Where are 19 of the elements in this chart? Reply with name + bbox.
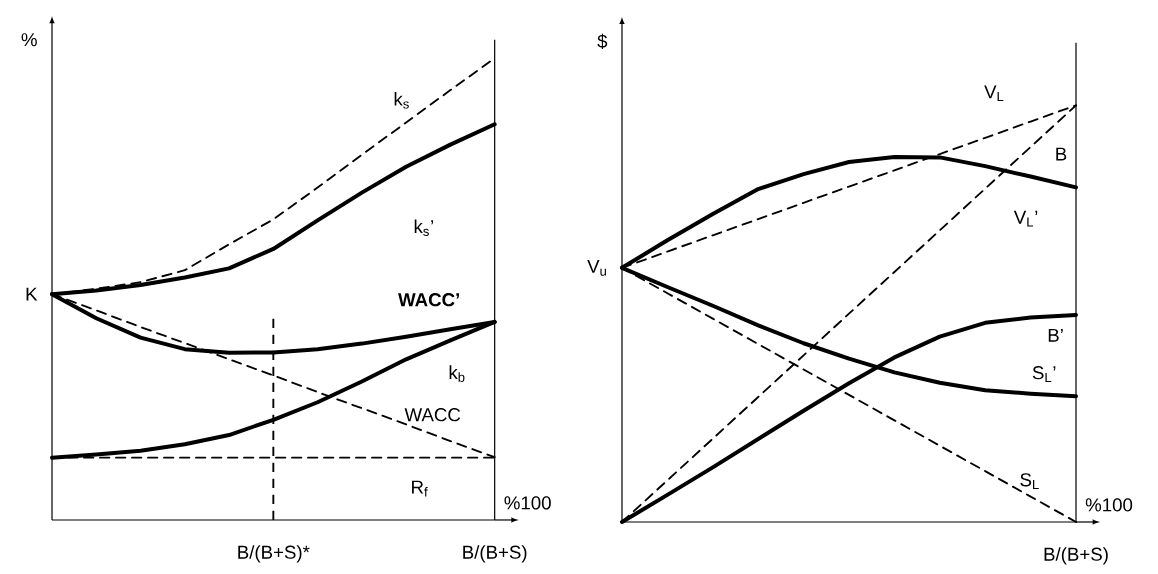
series-label: k$_{b}$ bbox=[449, 365, 465, 382]
text: V$_{u}$ bbox=[587, 259, 606, 276]
x-tick-label: B/(B+S)* bbox=[238, 545, 310, 563]
series-label: B’ bbox=[1048, 328, 1063, 342]
series-label: B bbox=[1056, 147, 1067, 161]
series-label: V$_{L}$ bbox=[984, 85, 1004, 102]
text: k$_{s}$’ bbox=[414, 219, 434, 236]
series-label: V$_{L}$’ bbox=[1013, 210, 1038, 227]
series-label: R$_{f}$ bbox=[412, 480, 428, 497]
y-axis-title: $ bbox=[597, 33, 608, 49]
series-label: S$_{L}$’ bbox=[1032, 366, 1056, 383]
series-label: S$_{L}$ bbox=[1020, 473, 1039, 490]
text: %100 bbox=[504, 496, 551, 510]
y-axis-title: % bbox=[21, 33, 37, 47]
text: %100 bbox=[1085, 498, 1133, 512]
series-label: WACC’ bbox=[398, 293, 459, 307]
series-label: WACC bbox=[404, 408, 461, 422]
text: K bbox=[26, 287, 38, 301]
series-label: k$_{s}$ bbox=[394, 92, 409, 109]
